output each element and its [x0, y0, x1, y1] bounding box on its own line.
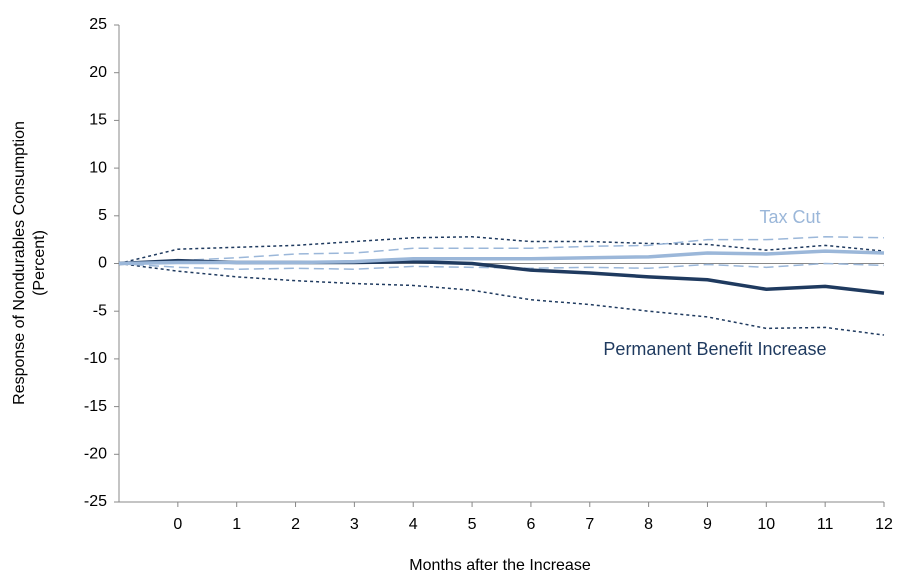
x-tick-label: 7 — [585, 516, 594, 533]
annotation: Tax Cut — [759, 207, 820, 227]
y-axis-title-line: Response of Nondurables Consumption — [11, 121, 28, 405]
y-tick-label: 25 — [89, 16, 107, 33]
x-tick-label: 2 — [291, 516, 300, 533]
x-tick-label: 5 — [468, 516, 477, 533]
y-tick-label: -15 — [84, 398, 107, 415]
y-tick-label: 15 — [89, 112, 107, 129]
x-tick-label: 10 — [757, 516, 775, 533]
x-tick-label: 8 — [644, 516, 653, 533]
x-axis-title: Months after the Increase — [409, 557, 591, 574]
y-tick-label: -5 — [93, 302, 107, 319]
x-tick-label: 12 — [875, 516, 893, 533]
x-tick-label: 0 — [173, 516, 182, 533]
x-tick-label: 11 — [817, 516, 834, 533]
series-line — [118, 262, 885, 336]
x-tick-label: 4 — [409, 516, 418, 533]
y-axis-title: Response of Nondurables Consumption (Per… — [11, 121, 48, 405]
y-tick-label: 10 — [89, 159, 107, 176]
x-tick-label: 9 — [703, 516, 712, 533]
y-tick-label: -20 — [84, 446, 107, 463]
y-tick-label: 5 — [98, 207, 107, 224]
x-tick-label: 1 — [232, 516, 241, 533]
series-line — [118, 236, 885, 265]
y-tick-label: -10 — [84, 350, 107, 367]
series-line — [118, 249, 885, 266]
y-tick-label: 0 — [98, 255, 107, 272]
series-line — [118, 236, 885, 265]
y-tick-label: -25 — [84, 493, 107, 510]
x-tick-label: 3 — [350, 516, 359, 533]
x-tick-label: 6 — [526, 516, 535, 533]
annotation: Permanent Benefit Increase — [603, 339, 826, 359]
y-tick-label: 20 — [89, 64, 107, 81]
y-axis-title-line: (Percent) — [31, 230, 48, 296]
